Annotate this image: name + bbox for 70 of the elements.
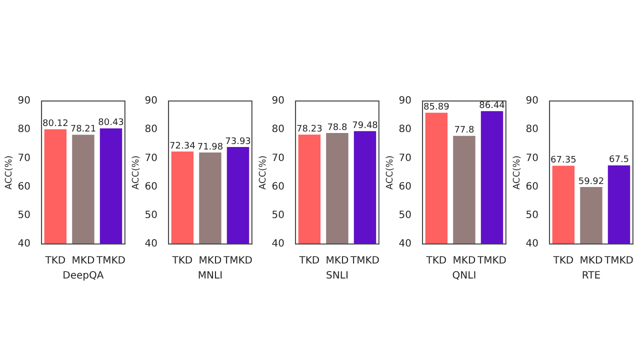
data-label: 77.8: [454, 126, 474, 136]
y-tick-label: 90: [526, 96, 539, 107]
x-tick-label: TKD: [44, 256, 66, 267]
y-tick-label: 80: [272, 124, 285, 136]
y-tick-label: 90: [272, 96, 285, 107]
y-tick-label: 70: [272, 152, 285, 164]
x-tick-label: MKD: [452, 256, 476, 267]
data-label: 80.43: [98, 118, 124, 128]
y-axis-title: ACC(%): [512, 155, 523, 190]
x-tick-label: TKD: [298, 256, 320, 267]
data-label: 72.34: [170, 141, 196, 152]
x-tick-label: TMKD: [222, 256, 253, 267]
y-tick-label: 50: [272, 210, 285, 221]
y-tick-label: 60: [398, 181, 412, 192]
y-tick-label: 60: [526, 181, 539, 192]
y-tick-label: 60: [272, 181, 285, 192]
data-label: 67.35: [550, 156, 576, 166]
y-tick-label: 90: [18, 96, 31, 107]
y-tick-label: 40: [526, 238, 539, 250]
y-tick-label: 70: [526, 152, 539, 164]
x-axis-title: DeepQA: [62, 270, 104, 282]
y-tick-label: 70: [398, 152, 412, 164]
y-tick-label: 80: [526, 124, 539, 136]
x-axis-title: RTE: [582, 270, 601, 282]
y-tick-label: 50: [526, 210, 539, 221]
x-tick-label: MKD: [72, 256, 95, 267]
data-label: 73.93: [225, 136, 251, 147]
x-tick-label: TMKD: [96, 256, 126, 267]
data-label: 78.8: [327, 122, 348, 133]
y-tick-label: 50: [144, 210, 158, 221]
x-tick-label: TKD: [171, 256, 193, 267]
y-tick-label: 60: [144, 181, 158, 192]
y-tick-label: 60: [18, 181, 31, 192]
x-tick-label: TMKD: [476, 256, 507, 267]
x-axis-title: QNLI: [452, 270, 476, 282]
x-tick-label: TMKD: [350, 256, 380, 267]
y-axis-title: ACC(%): [386, 155, 396, 190]
y-tick-label: 70: [18, 152, 31, 164]
y-axis-title: ACC(%): [4, 155, 15, 190]
x-tick-label: MKD: [198, 256, 222, 267]
y-tick-label: 40: [398, 238, 412, 250]
data-label: 86.44: [479, 101, 506, 112]
data-label: 85.89: [424, 102, 450, 113]
x-axis-title: MNLI: [198, 270, 223, 282]
y-tick-label: 90: [144, 96, 158, 107]
y-tick-label: 50: [18, 210, 31, 221]
y-tick-label: 40: [18, 238, 31, 250]
y-axis-title: ACC(%): [258, 155, 269, 190]
data-label: 59.92: [578, 176, 604, 187]
y-tick-label: 50: [398, 210, 412, 221]
y-axis-title: ACC(%): [132, 155, 142, 190]
y-tick-label: 90: [398, 96, 412, 107]
data-label: 78.23: [296, 124, 322, 135]
data-label: 78.21: [70, 124, 96, 135]
y-tick-label: 80: [398, 124, 412, 136]
x-tick-label: TKD: [552, 256, 574, 267]
data-label: 80.12: [42, 119, 68, 130]
x-tick-label: TKD: [425, 256, 447, 267]
data-label: 67.5: [608, 155, 630, 166]
y-tick-label: 70: [144, 152, 158, 164]
data-label: 79.48: [352, 120, 378, 131]
x-tick-label: TMKD: [604, 256, 634, 267]
x-tick-label: MKD: [580, 256, 603, 267]
y-tick-label: 80: [144, 124, 158, 136]
x-axis-title: SNLI: [326, 270, 348, 282]
y-tick-label: 40: [144, 238, 158, 250]
x-tick-label: MKD: [326, 256, 349, 267]
y-tick-label: 40: [272, 238, 285, 250]
y-tick-label: 80: [18, 124, 31, 136]
data-label: 71.98: [197, 142, 224, 152]
